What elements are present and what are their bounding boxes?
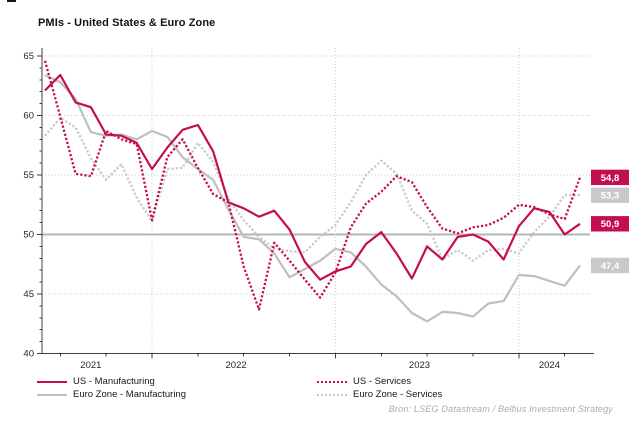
end-value-badge-euro-zone-manufacturing xyxy=(591,257,629,274)
y-axis-label: 65 xyxy=(23,51,34,62)
y-axis-label: 40 xyxy=(23,349,34,360)
end-value-label-euro-zone-manufacturing: 47,4 xyxy=(601,261,620,272)
legend-label-euro-manufacturing: Euro Zone - Manufacturing xyxy=(73,389,187,400)
y-axis-label: 60 xyxy=(23,111,34,122)
end-value-label-us-services: 54,8 xyxy=(601,173,620,184)
legend-item-euro-manufacturing: Euro Zone - Manufacturing xyxy=(37,389,186,400)
legend-item-euro-services: Euro Zone - Services xyxy=(317,389,442,400)
series-line-euro-zone-services xyxy=(44,116,580,262)
end-value-label-euro-zone-services: 53,3 xyxy=(601,191,620,202)
series-line-us-manufacturing xyxy=(44,73,581,281)
legend-label-us-manufacturing: US - Manufacturing xyxy=(73,376,155,387)
y-axis-label: 45 xyxy=(23,289,34,300)
y-axis-label: 55 xyxy=(23,170,34,181)
legend-item-us-services: US - Services xyxy=(317,376,411,387)
source-attribution: Bron: LSEG Datastream / Belfius Investme… xyxy=(388,404,613,414)
x-axis-year-label: 2021 xyxy=(80,360,101,371)
legend-label-euro-services: Euro Zone - Services xyxy=(353,389,443,400)
x-axis-year-label: 2023 xyxy=(409,360,430,371)
legend-swatch-euro-services xyxy=(317,393,347,396)
legend-swatch-euro-manufacturing xyxy=(37,393,67,396)
x-axis-year-label: 2024 xyxy=(539,360,560,371)
legend-swatch-us-services xyxy=(317,380,347,383)
legend-item-us-manufacturing: US - Manufacturing xyxy=(37,376,155,387)
legend-label-us-services: US - Services xyxy=(353,376,412,387)
y-axis-label: 50 xyxy=(23,230,34,241)
chart-title: PMIs - United States & Euro Zone xyxy=(38,17,216,29)
end-value-badge-us-manufacturing xyxy=(591,216,629,232)
screenshot-edge-artifact xyxy=(7,0,16,2)
x-axis-year-label: 2022 xyxy=(226,360,247,371)
end-value-label-us-manufacturing: 50,9 xyxy=(601,219,620,230)
end-value-badge-us-services xyxy=(591,169,629,186)
series-line-euro-zone-manufacturing xyxy=(44,74,581,323)
legend-swatch-us-manufacturing xyxy=(37,380,67,383)
end-value-badge-euro-zone-services xyxy=(591,187,629,203)
series-line-us-services xyxy=(43,60,582,311)
